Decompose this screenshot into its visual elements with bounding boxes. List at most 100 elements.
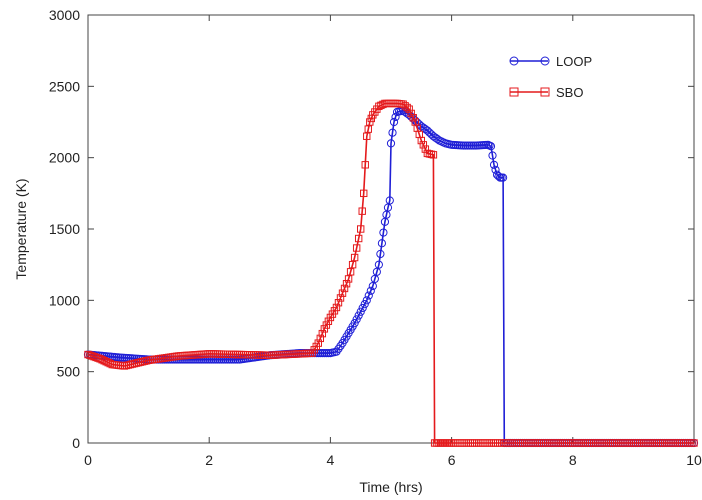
data-point: [461, 141, 470, 150]
series-sbo: [84, 99, 698, 447]
data-point: [318, 349, 327, 358]
data-point: [363, 132, 371, 140]
data-point: [199, 355, 208, 364]
data-point: [499, 173, 508, 182]
data-point: [690, 439, 698, 447]
legend-marker: [509, 87, 519, 97]
data-point: [227, 355, 236, 364]
data-point: [405, 105, 413, 113]
data-point: [344, 275, 353, 283]
data-point: [374, 260, 383, 269]
data-point: [201, 355, 210, 364]
data-point: [190, 355, 200, 364]
data-point: [376, 249, 385, 259]
y-tick-label: 2000: [49, 150, 80, 166]
data-point: [419, 141, 428, 149]
legend-item: LOOP: [509, 54, 592, 69]
data-point: [489, 160, 499, 169]
series-loop: [83, 106, 699, 448]
data-point: [358, 303, 367, 313]
data-point: [334, 299, 343, 307]
data-point: [336, 294, 345, 302]
data-point: [352, 244, 361, 252]
legend-marker: [540, 56, 550, 66]
data-point: [318, 329, 327, 338]
data-point: [362, 296, 371, 305]
data-point: [225, 355, 234, 364]
data-point: [350, 319, 359, 328]
data-point: [203, 355, 212, 364]
data-point: [324, 349, 333, 358]
data-point: [186, 355, 196, 364]
data-point: [229, 355, 238, 364]
data-point: [324, 317, 333, 325]
y-tick-label: 3000: [49, 7, 80, 23]
y-tick-label: 500: [57, 364, 81, 380]
data-point: [188, 355, 198, 364]
data-point: [352, 315, 361, 324]
data-point: [221, 355, 230, 364]
data-point: [403, 103, 411, 112]
data-point: [219, 355, 228, 364]
data-point: [332, 303, 341, 312]
x-tick-label: 8: [569, 452, 577, 468]
data-point: [320, 349, 329, 358]
data-point: [360, 300, 369, 309]
data-point: [223, 355, 232, 364]
data-point: [488, 151, 497, 160]
data-point: [192, 355, 202, 364]
x-tick-label: 4: [327, 452, 335, 468]
y-tick-label: 1500: [49, 221, 80, 237]
data-point: [389, 117, 399, 127]
data-point: [346, 268, 355, 276]
data-point: [207, 355, 216, 364]
data-point: [360, 189, 368, 198]
x-tick-label: 2: [205, 452, 213, 468]
y-tick-label: 1000: [49, 292, 80, 308]
data-point: [213, 355, 222, 364]
data-point: [231, 355, 240, 364]
data-point: [195, 355, 204, 364]
data-point: [358, 207, 366, 215]
data-point: [379, 228, 388, 237]
data-point: [314, 339, 322, 347]
data-point: [316, 334, 325, 343]
plot-frame: [87, 14, 695, 444]
data-point: [350, 253, 359, 262]
data-point: [233, 355, 242, 364]
data-point: [322, 321, 331, 329]
data-point: [356, 307, 365, 316]
series-layer: [83, 99, 699, 448]
x-tick-label: 6: [448, 452, 456, 468]
legend-marker: [509, 56, 519, 66]
x-tick-label: 0: [84, 452, 92, 468]
data-point: [409, 114, 417, 122]
legend-marker: [540, 87, 550, 97]
data-point: [364, 125, 372, 133]
legend-label: LOOP: [556, 54, 592, 69]
data-point: [491, 165, 500, 174]
data-point: [354, 234, 363, 243]
legend-item: SBO: [509, 85, 583, 100]
data-point: [364, 291, 373, 300]
x-axis: 0 2 4 6 8 10: [84, 15, 702, 468]
data-point: [205, 355, 214, 364]
data-point: [465, 141, 474, 150]
data-point: [215, 355, 224, 364]
data-point: [211, 355, 220, 364]
data-point: [377, 239, 387, 248]
y-axis: 0 500 1000 1500 2000 2500 3000: [49, 7, 694, 451]
data-point: [209, 355, 218, 364]
x-axis-title: Time (hrs): [359, 479, 422, 495]
data-point: [361, 161, 369, 169]
data-point: [469, 141, 478, 150]
data-point: [463, 141, 472, 150]
data-point: [407, 109, 415, 118]
data-point: [342, 279, 351, 288]
data-point: [388, 128, 397, 137]
data-point: [433, 135, 442, 144]
data-point: [431, 133, 440, 142]
y-tick-label: 0: [72, 435, 80, 451]
data-point: [459, 141, 468, 150]
